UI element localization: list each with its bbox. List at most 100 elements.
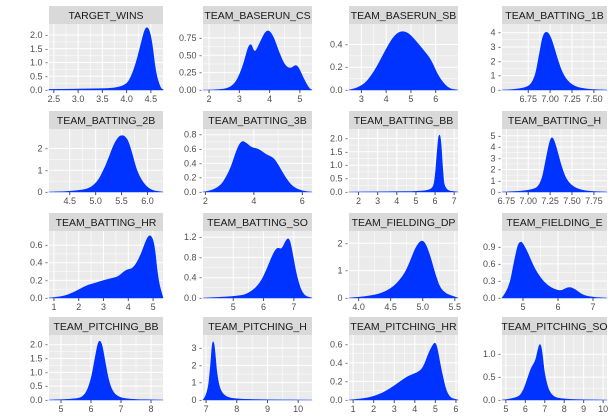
density-area bbox=[48, 235, 164, 299]
y-tick-label: 1 - bbox=[191, 378, 202, 388]
y-tick-label: 1.2 - bbox=[184, 232, 202, 242]
x-tick-label: 7.25 bbox=[563, 94, 581, 104]
y-tick-label: 0.25 - bbox=[179, 68, 202, 78]
facet-team-pitching-hr: TEAM_PITCHING_HR 1 2 3 4 5 6 0.0 - 0.2 - 0.4 - 0.6… bbox=[330, 317, 458, 414]
y-tick-label: 0.8 - bbox=[184, 252, 202, 262]
facet-team-batting-hr: TEAM_BATTING_HR 1 2 3 4 5 0.0 - 0.2 - 0.4 - 0.6 - bbox=[30, 213, 164, 312]
x-tick-label: 5 bbox=[151, 302, 156, 312]
x-tick-label: 5 bbox=[58, 404, 63, 414]
x-tick-label: 5 bbox=[231, 302, 236, 312]
x-tick-label: 10 bbox=[293, 404, 303, 414]
facet-strip bbox=[502, 213, 607, 231]
facet-team-baserun-sb: TEAM_BASERUN_SB 3 4 5 6 0.0 - 0.2 - 0.4 - bbox=[330, 6, 459, 104]
density-area bbox=[501, 241, 608, 299]
x-tick-label: 1 bbox=[51, 302, 56, 312]
density-area bbox=[348, 240, 459, 299]
facet-title: TEAM_FIELDING_E bbox=[506, 217, 602, 229]
facet-team-batting-3b: TEAM_BATTING_3B 2 4 6 0.0 - 0.2 - 0.4 - 0.6 - 0.… bbox=[184, 111, 313, 206]
y-tick-label: 1 - bbox=[37, 165, 48, 175]
x-tick-label: 4 bbox=[384, 94, 389, 104]
x-tick-label: 3.5 bbox=[96, 94, 109, 104]
facet-title: TEAM_BATTING_BB bbox=[354, 115, 454, 127]
y-tick-label: 0.5 - bbox=[30, 381, 48, 391]
y-tick-label: 0.9 - bbox=[483, 242, 501, 252]
y-tick-label: 0.2 - bbox=[184, 173, 202, 183]
y-tick-label: 1.0 - bbox=[30, 367, 48, 377]
x-tick-label: 2 bbox=[207, 94, 212, 104]
y-tick-label: 0.4 - bbox=[330, 39, 348, 49]
x-tick-label: 7.50 bbox=[563, 196, 581, 206]
y-tick-label: 0.0 - bbox=[330, 395, 348, 405]
y-tick-label: 0.0 - bbox=[30, 85, 48, 95]
facet-strip bbox=[349, 317, 458, 335]
x-tick-label: 5 bbox=[413, 196, 418, 206]
x-tick-label: 5 bbox=[433, 404, 438, 414]
x-tick-label: 6 bbox=[88, 404, 93, 414]
y-tick-label: 2 - bbox=[490, 165, 501, 175]
x-tick-label: 6 bbox=[555, 302, 560, 312]
y-tick-label: 0 - bbox=[191, 395, 202, 405]
y-tick-label: 3 - bbox=[490, 42, 501, 52]
y-tick-label: 3 - bbox=[191, 343, 202, 353]
density-area bbox=[202, 341, 313, 401]
y-tick-label: 0.0 - bbox=[483, 293, 501, 303]
facet-strip bbox=[502, 6, 607, 24]
density-area bbox=[348, 134, 459, 193]
density-area bbox=[501, 137, 608, 193]
y-tick-label: 1.0 - bbox=[30, 58, 48, 68]
x-tick-label: 2 bbox=[76, 302, 81, 312]
x-tick-label: 7 bbox=[118, 404, 123, 414]
x-tick-label: 7 bbox=[452, 196, 457, 206]
facet-strip bbox=[349, 213, 458, 231]
facet-title: TARGET_WINS bbox=[68, 10, 143, 22]
x-tick-label: 8 bbox=[562, 404, 567, 414]
facet-title: TEAM_BATTING_H bbox=[508, 115, 601, 127]
x-tick-label: 2.5 bbox=[48, 94, 61, 104]
facet-strip bbox=[203, 111, 312, 129]
y-tick-label: 0.6 - bbox=[30, 240, 48, 250]
facet-title: TEAM_PITCHING_SO bbox=[501, 321, 607, 333]
x-tick-label: 6 bbox=[433, 94, 438, 104]
x-tick-label: 7.25 bbox=[541, 196, 559, 206]
x-tick-label: 4.5 bbox=[63, 196, 76, 206]
y-tick-label: 4 - bbox=[490, 28, 501, 38]
x-tick-label: 6 bbox=[523, 404, 528, 414]
y-tick-label: 2.0 - bbox=[30, 30, 48, 40]
x-tick-label: 3 bbox=[101, 302, 106, 312]
panel-background bbox=[203, 335, 312, 400]
facet-title: TEAM_BATTING_3B bbox=[208, 115, 306, 127]
facet-title: TEAM_PITCHING_HR bbox=[350, 321, 457, 333]
y-tick-label: 0.0 - bbox=[330, 187, 348, 197]
y-tick-label: 1.5 - bbox=[330, 147, 348, 157]
facet-strip bbox=[203, 6, 312, 24]
facet-team-fielding-dp: TEAM_FIELDING_DP 4.0 4.5 5.0 5.5 0 - 1 - 2 - bbox=[337, 213, 461, 312]
x-tick-label: 6 bbox=[453, 404, 458, 414]
y-tick-label: 0 - bbox=[37, 187, 48, 197]
y-tick-label: 0.4 - bbox=[184, 158, 202, 168]
x-tick-label: 10 bbox=[598, 404, 608, 414]
y-tick-label: 0.2 - bbox=[330, 62, 348, 72]
x-tick-label: 7.50 bbox=[585, 94, 603, 104]
facet-team-pitching-bb: TEAM_PITCHING_BB 5 6 7 8 0.0 - 0.5 - 1.0 - 1.5 -… bbox=[30, 317, 164, 414]
y-tick-label: 0.4 - bbox=[184, 273, 202, 283]
x-tick-label: 4 bbox=[394, 196, 399, 206]
x-tick-label: 3 bbox=[375, 196, 380, 206]
x-tick-label: 5 bbox=[520, 302, 525, 312]
x-tick-label: 7 bbox=[204, 404, 209, 414]
y-tick-label: 0.4 - bbox=[30, 258, 48, 268]
x-tick-label: 6.0 bbox=[141, 196, 154, 206]
x-tick-label: 2 bbox=[203, 196, 208, 206]
density-area bbox=[48, 27, 164, 91]
facet-title: TEAM_BATTING_1B bbox=[505, 10, 603, 22]
x-tick-label: 7.75 bbox=[585, 196, 603, 206]
facet-strip bbox=[349, 6, 458, 24]
x-tick-label: 5.5 bbox=[115, 196, 128, 206]
x-tick-label: 4.5 bbox=[145, 94, 158, 104]
facet-team-baserun-cs: TEAM_BASERUN_CS 2 3 4 5 0.00 - 0.25 - 0.50 - 0.7… bbox=[179, 6, 313, 104]
x-tick-label: 9 bbox=[581, 404, 586, 414]
facet-team-batting-so: TEAM_BATTING_SO 5 6 7 0.0 - 0.4 - 0.8 - 1.2 - bbox=[184, 213, 313, 312]
x-tick-label: 3 bbox=[359, 94, 364, 104]
x-tick-label: 4 bbox=[251, 196, 256, 206]
density-area bbox=[48, 135, 164, 193]
facet-strip bbox=[49, 111, 163, 129]
